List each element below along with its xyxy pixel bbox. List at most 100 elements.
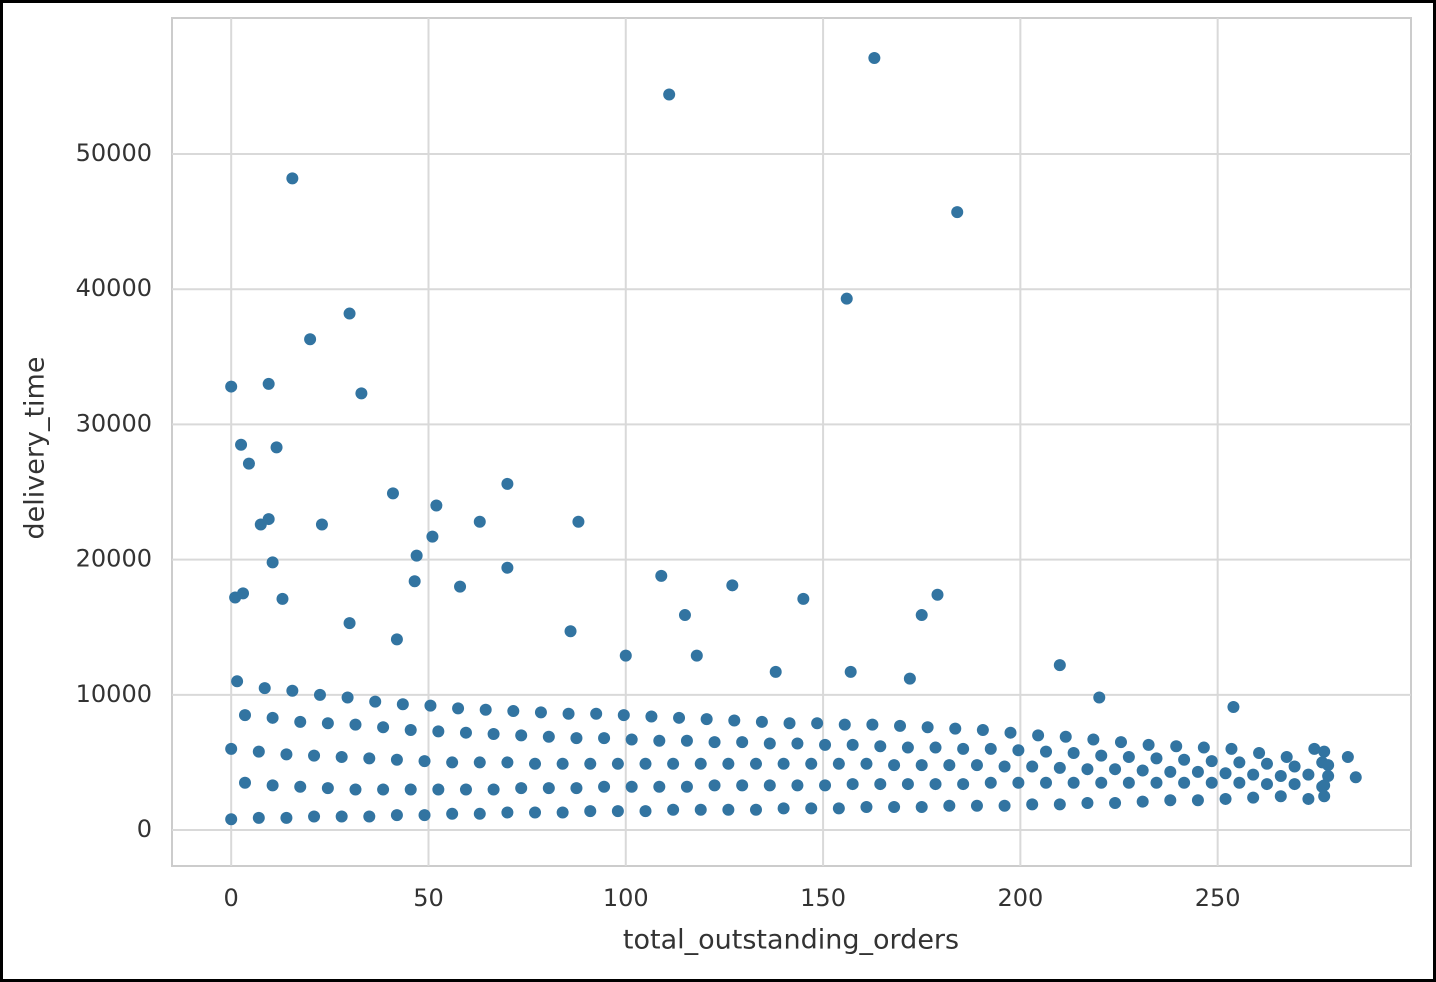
- y-axis-title: delivery_time: [20, 357, 51, 540]
- point: [915, 759, 928, 772]
- point: [349, 783, 362, 796]
- point: [432, 783, 445, 796]
- point: [454, 580, 467, 593]
- point: [678, 609, 691, 622]
- point: [377, 721, 390, 734]
- point: [1136, 764, 1149, 777]
- point: [270, 441, 283, 454]
- point: [1322, 769, 1335, 782]
- point: [915, 801, 928, 814]
- point: [446, 756, 459, 769]
- point: [1233, 776, 1246, 789]
- point: [1150, 752, 1163, 765]
- point: [791, 779, 804, 792]
- point: [1178, 776, 1191, 789]
- point: [225, 813, 238, 826]
- point: [446, 807, 459, 820]
- x-tick-label: 250: [1195, 884, 1241, 912]
- point: [1095, 749, 1108, 762]
- point: [473, 515, 486, 528]
- point: [783, 717, 796, 730]
- point: [805, 802, 818, 815]
- point: [673, 711, 686, 724]
- point: [755, 715, 768, 728]
- point: [404, 723, 417, 736]
- point: [984, 742, 997, 755]
- point: [404, 783, 417, 796]
- point: [501, 561, 514, 574]
- point: [819, 779, 832, 792]
- point: [266, 779, 279, 792]
- point: [308, 810, 321, 823]
- point: [418, 755, 431, 768]
- point: [515, 782, 528, 795]
- point: [1308, 742, 1321, 755]
- point: [459, 783, 472, 796]
- point: [598, 780, 611, 793]
- point: [343, 307, 356, 320]
- point: [262, 513, 275, 526]
- point: [949, 722, 962, 735]
- point: [611, 757, 624, 770]
- point: [694, 803, 707, 816]
- point: [430, 499, 443, 512]
- point: [1233, 756, 1246, 769]
- point: [728, 714, 741, 727]
- point: [487, 728, 500, 741]
- point: [315, 518, 328, 531]
- point: [617, 709, 630, 722]
- point: [584, 805, 597, 818]
- point: [343, 617, 356, 630]
- y-tick-label: 50000: [76, 139, 152, 167]
- point: [225, 380, 238, 393]
- point: [1136, 795, 1149, 808]
- point: [1142, 738, 1155, 751]
- point: [736, 779, 749, 792]
- point: [473, 756, 486, 769]
- point: [1053, 798, 1066, 811]
- y-tick-label: 40000: [76, 274, 152, 302]
- point: [501, 756, 514, 769]
- point: [238, 776, 251, 789]
- point: [529, 757, 542, 770]
- point: [556, 806, 569, 819]
- point: [1302, 792, 1315, 805]
- point: [1191, 794, 1204, 807]
- point: [1253, 746, 1266, 759]
- point: [335, 810, 348, 823]
- point: [1081, 796, 1094, 809]
- point: [225, 742, 238, 755]
- x-tick-label: 150: [800, 884, 846, 912]
- point: [321, 782, 334, 795]
- point: [266, 556, 279, 569]
- point: [749, 757, 762, 770]
- point: [1318, 779, 1331, 792]
- point: [921, 721, 934, 734]
- point: [473, 807, 486, 820]
- point: [888, 801, 901, 814]
- point: [262, 377, 275, 390]
- point: [1318, 745, 1331, 758]
- point: [341, 691, 354, 704]
- point: [1095, 776, 1108, 789]
- point: [410, 549, 423, 562]
- point: [694, 757, 707, 770]
- point: [951, 206, 964, 219]
- point: [819, 738, 832, 751]
- point: [1322, 759, 1335, 772]
- point: [507, 705, 520, 718]
- point: [894, 719, 907, 732]
- point: [1205, 776, 1218, 789]
- point: [957, 742, 970, 755]
- point: [258, 682, 271, 695]
- point: [294, 780, 307, 793]
- point: [680, 780, 693, 793]
- point: [655, 569, 668, 582]
- point: [479, 703, 492, 716]
- point: [929, 778, 942, 791]
- point: [690, 649, 703, 662]
- point: [901, 741, 914, 754]
- point: [777, 802, 790, 815]
- point: [611, 805, 624, 818]
- point: [280, 811, 293, 824]
